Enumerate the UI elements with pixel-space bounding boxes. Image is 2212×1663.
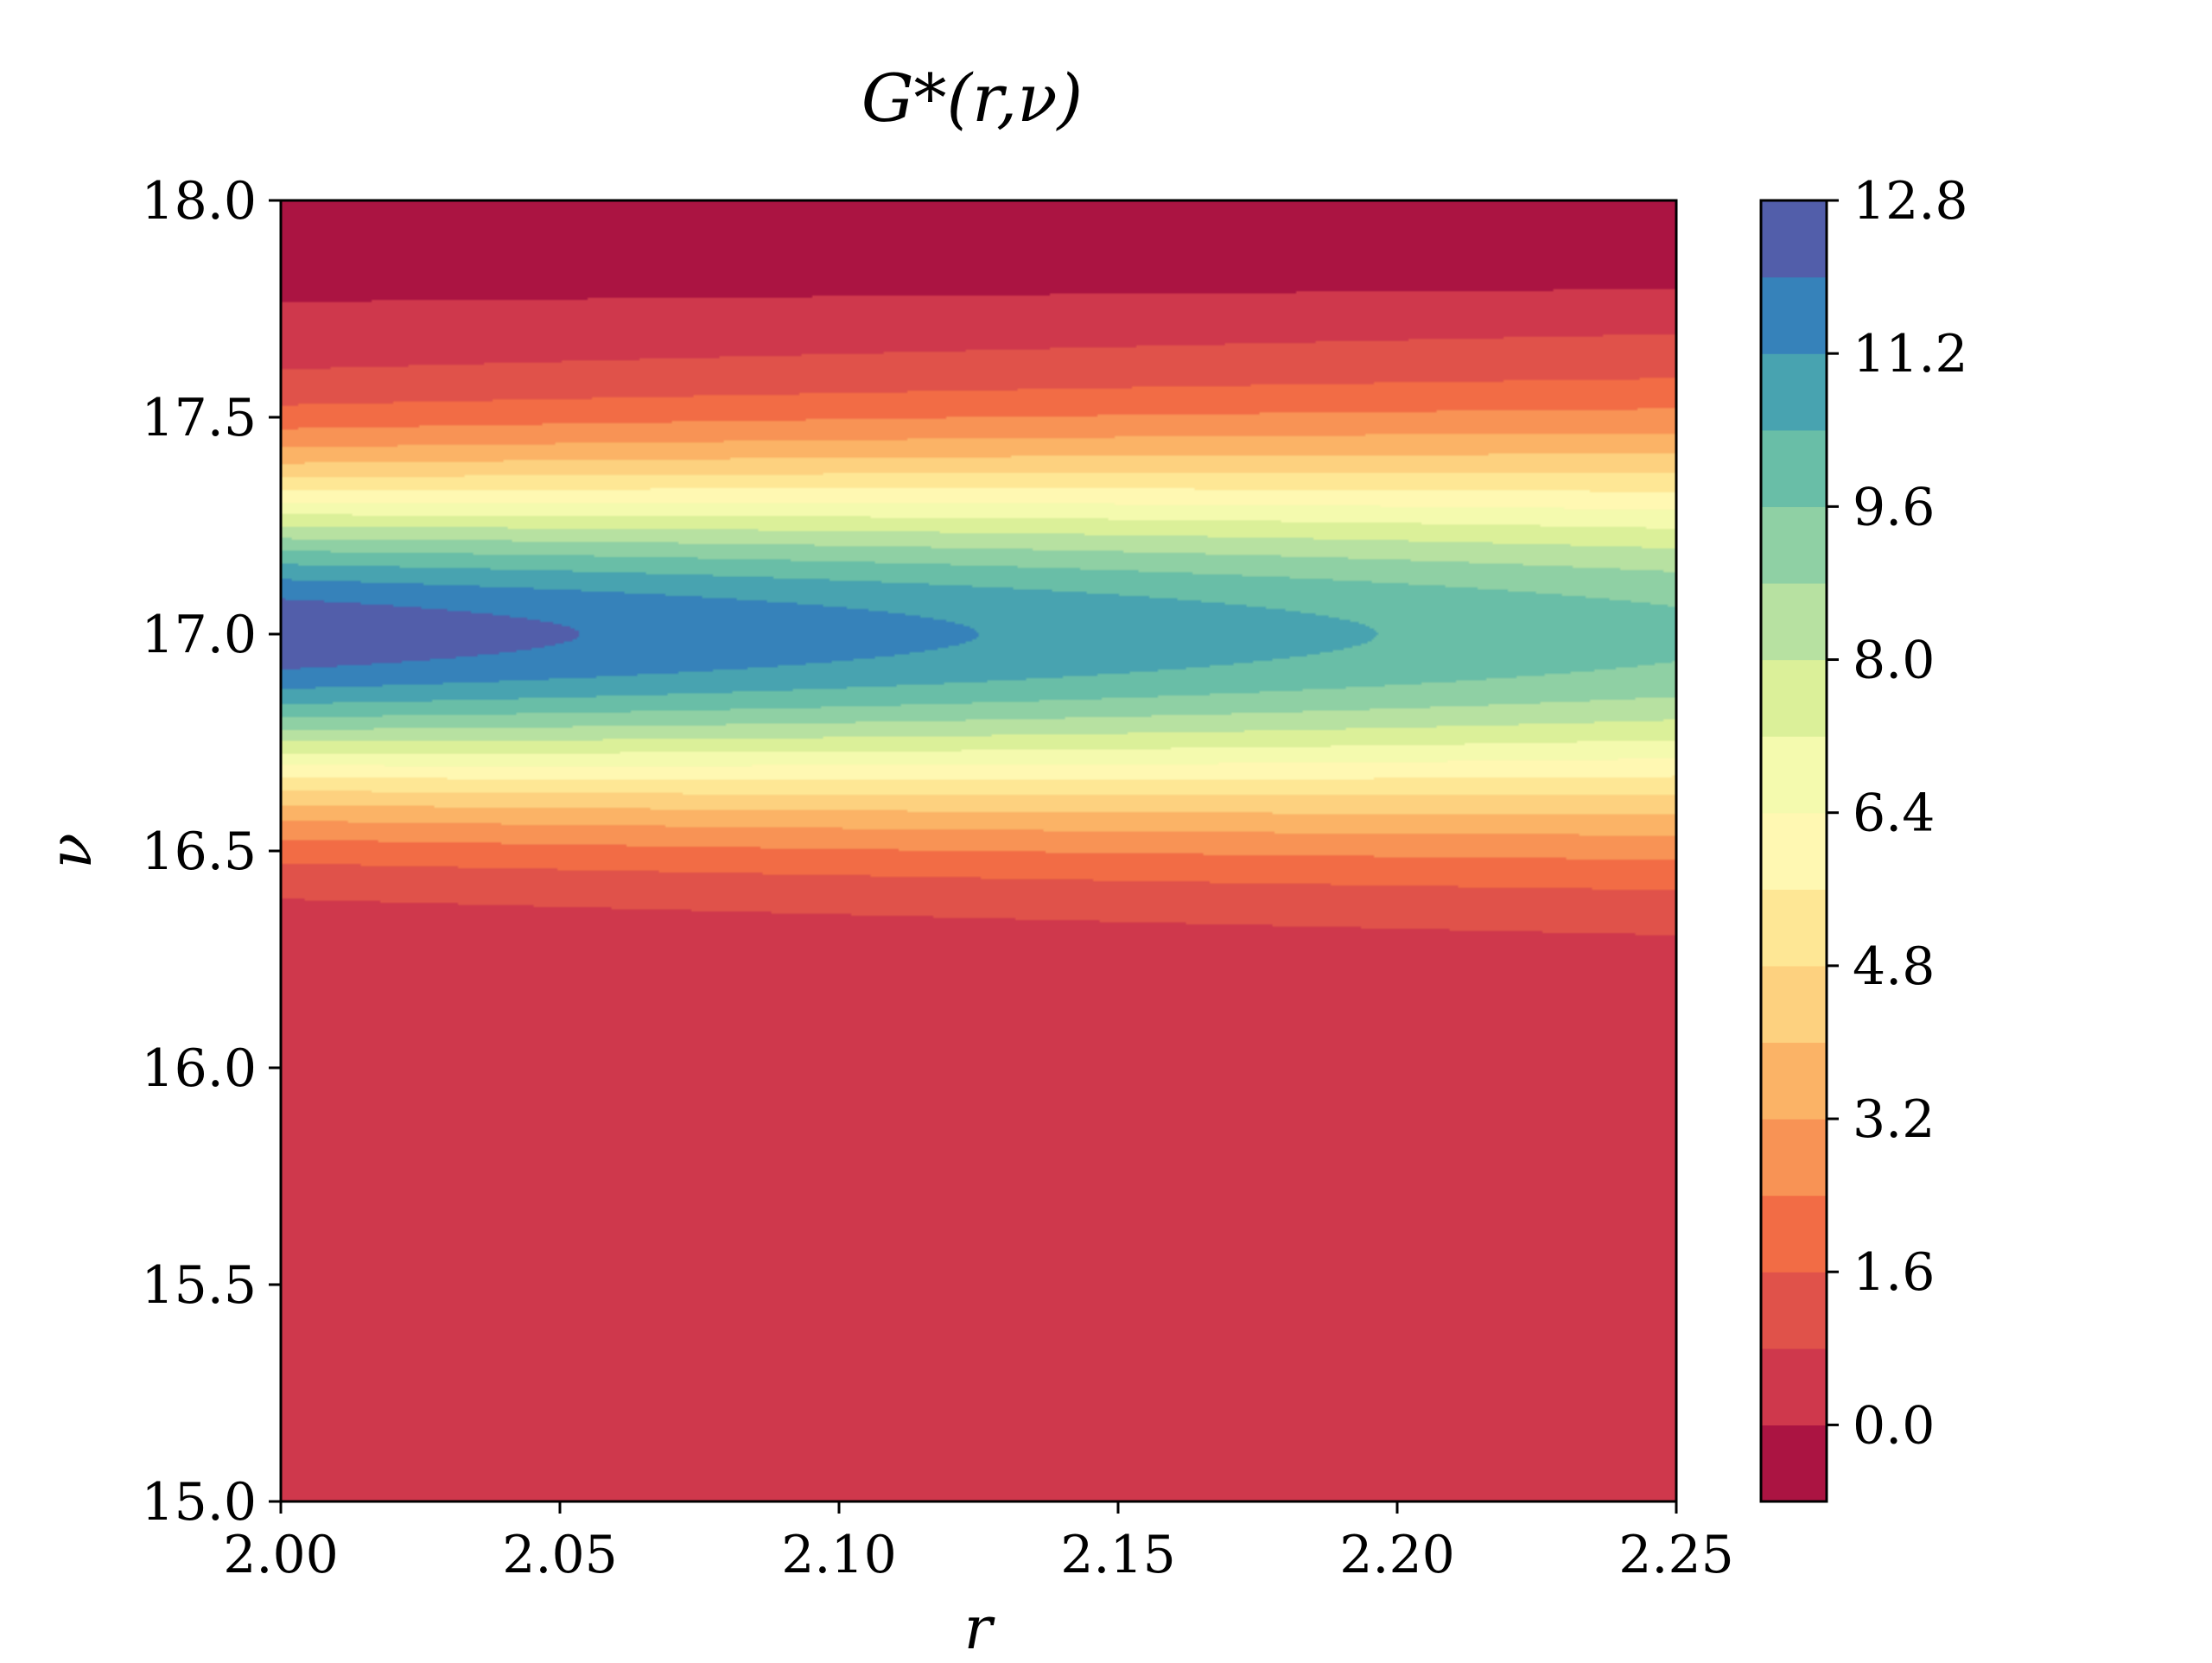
colorbar-band [1761, 1348, 1827, 1426]
colorbar-band [1761, 812, 1827, 890]
colorbar-bands [1761, 200, 1827, 1502]
colorbar-tick-label: 12.8 [1853, 171, 1968, 232]
colorbar-tick-label: 11.2 [1853, 324, 1968, 384]
colorbar-band [1761, 659, 1827, 737]
colorbar-band [1761, 965, 1827, 1044]
colorbar-band [1761, 353, 1827, 431]
colorbar: 0.0 1.6 3.2 4.8 6.4 8.0 9.6 11.2 12.8 [1759, 171, 1968, 1503]
colorbar-tick-label: 8.0 [1853, 631, 1935, 691]
x-tick-label: 2.20 [1339, 1525, 1455, 1585]
colorbar-ticks: 0.0 1.6 3.2 4.8 6.4 8.0 9.6 11.2 12.8 [1827, 171, 1968, 1456]
y-tick-label: 15.5 [141, 1255, 257, 1316]
y-tick-label: 16.5 [141, 822, 257, 882]
y-axis-label: ν [37, 833, 105, 868]
colorbar-tick-label: 3.2 [1853, 1089, 1935, 1150]
contour-field [281, 200, 1676, 1501]
colorbar-tick-label: 0.0 [1853, 1395, 1935, 1456]
colorbar-band [1761, 1042, 1827, 1120]
colorbar-band [1761, 506, 1827, 584]
x-tick-label: 2.00 [223, 1525, 339, 1585]
y-axis: 15.0 15.5 16.0 16.5 17.0 17.5 18.0 [141, 171, 281, 1533]
colorbar-band [1761, 1119, 1827, 1196]
x-tick-label: 2.15 [1060, 1525, 1176, 1585]
colorbar-band [1761, 889, 1827, 967]
y-tick-label: 17.5 [141, 388, 257, 448]
y-tick-label: 16.0 [141, 1038, 257, 1099]
y-tick-label: 18.0 [141, 171, 257, 232]
plot-area [279, 199, 1678, 1503]
colorbar-band [1761, 1425, 1827, 1502]
colorbar-tick-label: 4.8 [1853, 936, 1935, 997]
y-tick-label: 17.0 [141, 605, 257, 665]
colorbar-frame [1759, 199, 1828, 1503]
y-tick-label: 15.0 [141, 1472, 257, 1533]
colorbar-band [1761, 429, 1827, 507]
colorbar-tick-label: 6.4 [1853, 784, 1935, 844]
x-tick-label: 2.25 [1618, 1525, 1734, 1585]
colorbar-tick-label: 9.6 [1853, 477, 1935, 537]
colorbar-band [1761, 1195, 1827, 1273]
chart-title: G*(r,ν) [861, 60, 1083, 136]
colorbar-band [1761, 736, 1827, 814]
x-tick-label: 2.10 [781, 1525, 897, 1585]
colorbar-band [1761, 276, 1827, 354]
colorbar-band [1761, 582, 1827, 661]
x-axis-label: r [964, 1595, 995, 1659]
colorbar-band [1761, 200, 1827, 278]
x-axis: 2.00 2.05 2.10 2.15 2.20 2.25 [223, 1501, 1734, 1585]
colorbar-band [1761, 1272, 1827, 1349]
x-tick-label: 2.05 [502, 1525, 618, 1585]
colorbar-tick-label: 1.6 [1853, 1242, 1935, 1303]
